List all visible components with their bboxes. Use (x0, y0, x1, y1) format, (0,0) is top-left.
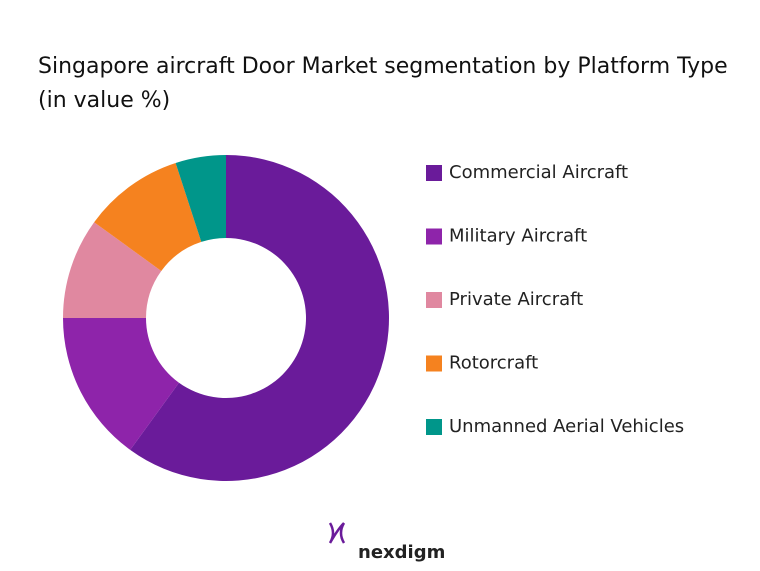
legend-label: Unmanned Aerial Vehicles (449, 416, 684, 437)
chart-title: Singapore aircraft Door Market segmentat… (38, 54, 728, 113)
logo-icon (328, 522, 346, 544)
logo-text: nexdigm (358, 542, 445, 563)
legend-swatch (426, 292, 442, 308)
legend-label: Commercial Aircraft (449, 162, 628, 183)
legend-swatch (426, 228, 442, 245)
donut-slice (175, 155, 226, 242)
donut-slice (63, 222, 162, 318)
legend-label: Private Aircraft (449, 289, 583, 310)
donut-slice (130, 155, 389, 481)
legend-swatch (426, 419, 442, 435)
legend-label: Rotorcraft (449, 353, 538, 374)
legend-swatch (426, 165, 442, 181)
donut-slice (94, 162, 202, 271)
legend-swatch (426, 355, 442, 372)
legend-label: Military Aircraft (449, 226, 587, 247)
donut-slice (62, 318, 179, 450)
